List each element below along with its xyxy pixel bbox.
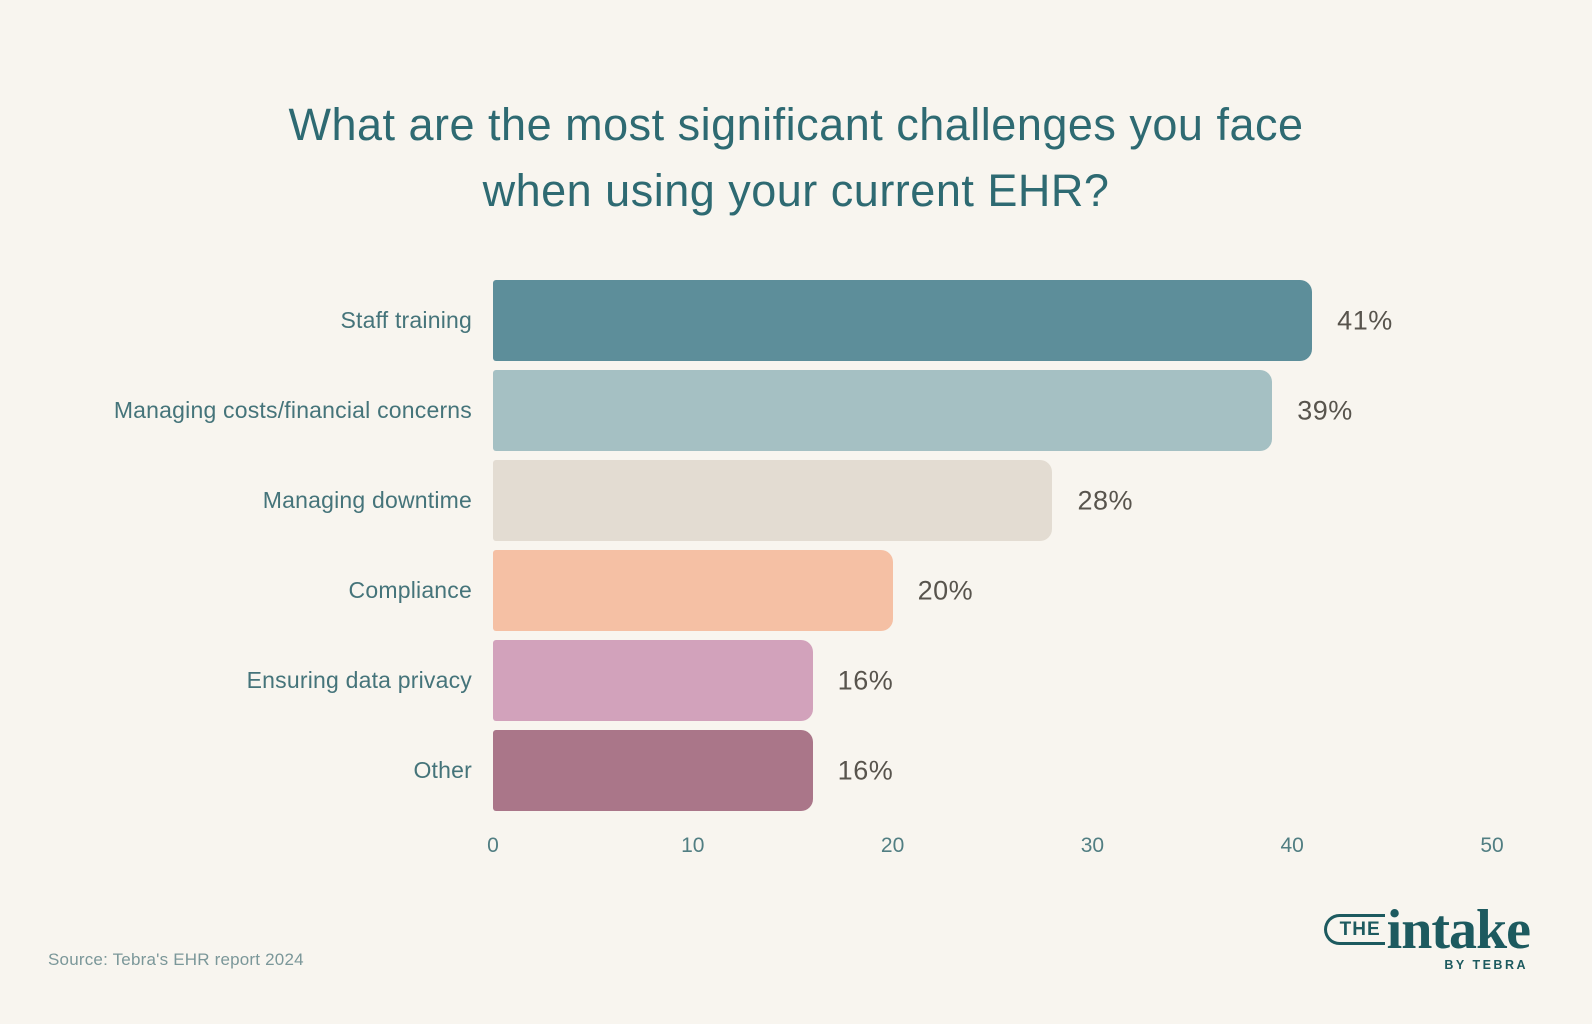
bar-row: Compliance 20% (0, 550, 1492, 631)
category-label: Staff training (340, 307, 472, 333)
logo-the-badge: THE (1323, 914, 1385, 946)
bar (493, 640, 813, 721)
the-intake-logo: THE intake BY TEBRA (1323, 898, 1531, 972)
bar-chart: Staff training 41% Managing costs/financia… (0, 280, 1592, 868)
bar-track: 16% (493, 640, 1492, 721)
x-axis: 0 10 20 30 40 50 (0, 820, 1504, 868)
x-tick-label: 20 (880, 834, 905, 857)
value-label: 16% (837, 665, 894, 695)
logo-wordmark: THE intake (1323, 898, 1531, 961)
bar-row: Managing costs/financial concerns 39% (0, 370, 1492, 451)
x-tick-label: 0 (487, 834, 499, 857)
bar (493, 460, 1053, 541)
category-label: Managing costs/financial concerns (113, 397, 472, 423)
bar-track: 28% (493, 460, 1492, 541)
category-label: Other (413, 757, 472, 783)
x-axis-spacer (0, 820, 493, 868)
category-label: Ensuring data privacy (246, 667, 472, 693)
bar-track: 20% (493, 550, 1492, 631)
bar (493, 550, 893, 631)
x-tick-label: 40 (1280, 834, 1304, 857)
x-axis-track: 0 10 20 30 40 50 (487, 820, 1504, 868)
value-label: 39% (1297, 395, 1353, 425)
logo-intake-text: intake (1386, 898, 1531, 961)
bar-track: 39% (493, 370, 1492, 451)
chart-title-line-1: What are the most significant challenges… (288, 99, 1304, 150)
bar-track: 16% (493, 730, 1492, 811)
x-tick-label: 10 (681, 834, 705, 857)
value-label: 41% (1337, 305, 1393, 335)
value-label: 28% (1077, 485, 1133, 515)
bar (493, 370, 1273, 451)
bar (493, 280, 1313, 361)
bar-row: Other 16% (0, 730, 1492, 811)
bar (493, 730, 813, 811)
chart-title: What are the most significant challenges… (0, 92, 1592, 224)
bar-row: Staff training 41% (0, 280, 1492, 361)
category-label: Compliance (348, 577, 472, 603)
value-label: 16% (837, 755, 894, 785)
x-tick-label: 50 (1480, 834, 1504, 857)
bar-row: Managing downtime 28% (0, 460, 1492, 541)
bar-track: 41% (493, 280, 1492, 361)
value-label: 20% (917, 575, 974, 605)
bar-rows: Staff training 41% Managing costs/financia… (0, 280, 1492, 811)
source-note: Source: Tebra's EHR report 2024 (48, 950, 304, 969)
logo-byline: BY TEBRA (1444, 958, 1528, 972)
chart-title-line-2: when using your current EHR? (482, 165, 1110, 216)
category-label: Managing downtime (262, 487, 472, 513)
bar-row: Ensuring data privacy 16% (0, 640, 1492, 721)
x-tick-label: 30 (1080, 834, 1105, 857)
